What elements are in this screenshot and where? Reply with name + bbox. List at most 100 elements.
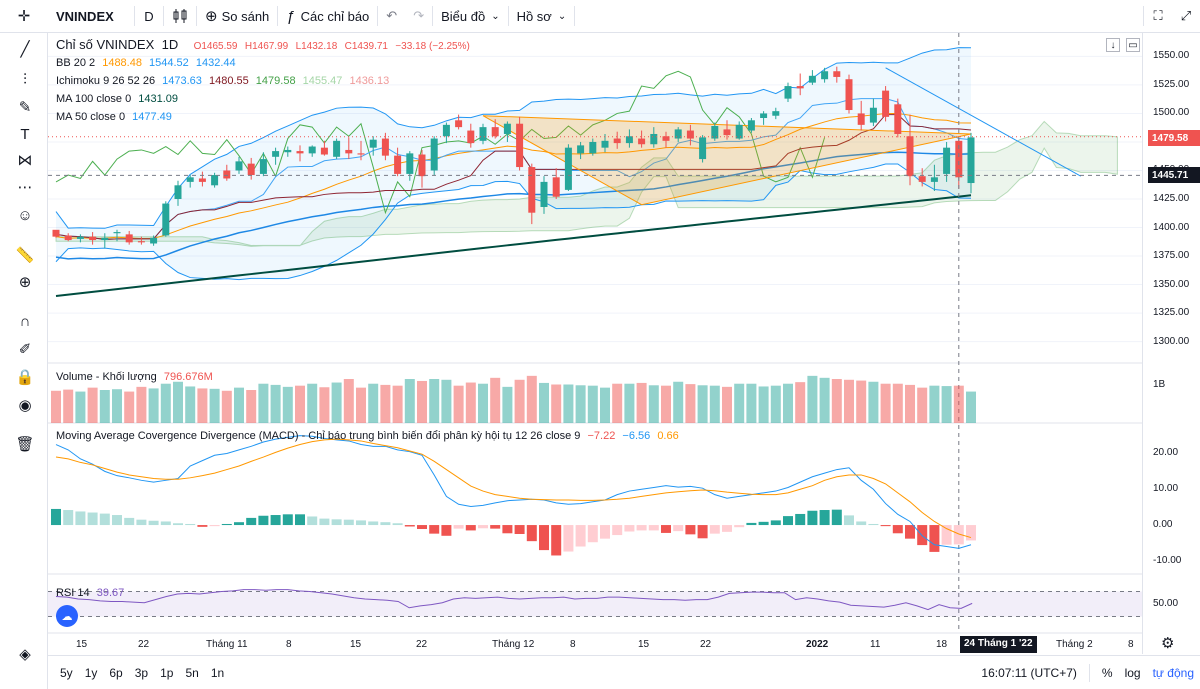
magnet-icon[interactable]: ∩ — [19, 312, 31, 330]
interval-button[interactable]: D — [144, 8, 154, 24]
volume-bar — [356, 387, 366, 423]
candle-body — [223, 170, 231, 179]
fullscreen-icon[interactable]: ⛶ — [1153, 8, 1163, 23]
brush-icon[interactable]: ✎ — [18, 99, 32, 116]
undo-icon[interactable]: ↶ — [386, 8, 398, 23]
macd-signal: −6.56 — [622, 430, 651, 442]
candle-style-icon[interactable] — [164, 0, 196, 33]
volume-bar — [392, 385, 403, 423]
price-tick: 1325.00 — [1153, 307, 1190, 319]
macd-histogram-bar — [356, 520, 366, 526]
volume-label: Volume - Khối lượng — [56, 371, 157, 383]
ma50-line — [55, 151, 972, 260]
trendline-drawing — [885, 67, 1082, 177]
chart-layout-button[interactable]: Biểu đồ ⌄ — [433, 0, 507, 33]
range-button-5y[interactable]: 5y — [60, 665, 73, 680]
range-button-1n[interactable]: 1n — [210, 665, 225, 680]
crosshair-icon[interactable]: ✛ — [17, 8, 31, 25]
zoom-icon[interactable]: ⊕ — [18, 274, 32, 291]
compare-button[interactable]: ⊕ So sánh — [197, 0, 277, 33]
candle-body — [467, 130, 475, 144]
auto-scale-toggle[interactable]: tự động — [1152, 665, 1194, 680]
range-button-1p[interactable]: 1p — [160, 665, 174, 680]
snapshot-icon[interactable]: ⤢ — [1180, 8, 1192, 23]
candle-body — [406, 153, 414, 174]
pane-maximize-icon[interactable]: ▭ — [1126, 38, 1140, 52]
ichimoku-legend[interactable]: Ichimoku 9 26 52 26 1473.63 1480.55 1479… — [56, 73, 393, 89]
compare-label: So sánh — [221, 8, 270, 24]
volume-bar — [880, 383, 891, 423]
volume-bar — [87, 387, 98, 423]
divider — [507, 6, 509, 26]
date-label: 8 — [570, 639, 576, 650]
volume-bar — [905, 384, 915, 423]
ma100-legend[interactable]: MA 100 close 0 1431.09 — [56, 91, 182, 107]
candle-body — [772, 111, 780, 116]
pattern-icon[interactable]: ⋈ — [17, 152, 33, 169]
volume-bar — [185, 386, 196, 423]
candle-body — [247, 163, 255, 176]
rsi-legend[interactable]: RSI 14 39.67 — [56, 585, 128, 601]
indicators-button[interactable]: ƒ Các chỉ báo — [278, 0, 377, 33]
date-label: 8 — [1128, 639, 1134, 650]
volume-bar — [75, 391, 86, 423]
date-label: 22 — [138, 639, 150, 650]
tradingview-logo-icon[interactable]: ☁ — [56, 605, 78, 627]
profile-button[interactable]: Hồ sơ ⌄ — [509, 0, 575, 33]
lock-drawing-icon[interactable]: ✐ — [18, 341, 32, 358]
settings-gear-icon[interactable]: ⚙ — [1161, 635, 1175, 652]
fib-icon[interactable]: ⫶ — [23, 70, 27, 88]
crosshair-date-label: 24 Tháng 1 '22 — [960, 636, 1037, 653]
macd-histogram-bar — [539, 525, 549, 551]
volume-bar — [246, 390, 257, 423]
macd-histogram-bar — [185, 523, 196, 526]
ma50-legend[interactable]: MA 50 close 0 1477.49 — [56, 109, 176, 125]
percent-toggle[interactable]: % — [1101, 665, 1113, 680]
macd-line — [55, 435, 972, 549]
volume-bar — [783, 383, 793, 423]
macd-histogram-bar — [295, 514, 305, 526]
candle-body — [211, 175, 219, 186]
trendline-icon[interactable]: ╱ — [20, 41, 30, 58]
candle-body — [735, 124, 743, 139]
pane-down-icon[interactable]: ↓ — [1106, 38, 1120, 52]
volume-bar — [209, 388, 220, 423]
candle-body — [381, 138, 389, 156]
chart-area[interactable]: Chỉ số VNINDEX 1D O1465.59 H1467.99 L143… — [48, 33, 1142, 654]
symbol-name: Chỉ số VNINDEX — [56, 37, 155, 52]
range-button-1y[interactable]: 1y — [84, 665, 98, 680]
text-icon[interactable]: T — [20, 125, 30, 143]
candle-body — [747, 120, 755, 131]
price-axis[interactable]: 1550.001525.001500.001475.001450.001425.… — [1142, 33, 1200, 654]
macd-histogram-bar — [478, 525, 488, 529]
prediction-icon[interactable]: ⋯ — [17, 179, 33, 196]
range-buttons: 5y 1y 6p 3p 1p 5n 1n — [48, 666, 230, 680]
ruler-icon[interactable]: 📏 — [15, 247, 35, 264]
lock-icon[interactable]: 🔒 — [15, 369, 35, 386]
chart-canvas[interactable] — [48, 33, 1142, 654]
emoji-icon[interactable]: ☺ — [17, 206, 33, 224]
eye-icon[interactable]: ◉ — [18, 397, 32, 414]
trash-icon[interactable]: 🗑 — [15, 436, 35, 453]
macd-histogram-bar — [758, 521, 769, 526]
rsi-value: 39.67 — [96, 587, 125, 599]
range-button-3p[interactable]: 3p — [134, 665, 149, 680]
layers-icon[interactable]: ◈ — [19, 646, 31, 663]
macd-histogram-bar — [197, 525, 208, 527]
symbol-search[interactable]: VNINDEX — [56, 8, 114, 24]
macd-histogram-bar — [124, 517, 135, 526]
log-toggle[interactable]: log — [1124, 665, 1141, 680]
macd-histogram-bar — [600, 525, 610, 539]
redo-icon[interactable]: ↷ — [413, 8, 425, 23]
macd-histogram-bar — [722, 525, 732, 532]
range-button-6p[interactable]: 6p — [109, 665, 123, 680]
candle-body — [186, 177, 194, 182]
bb-legend[interactable]: BB 20 2 1488.48 1544.52 1432.44 — [56, 55, 240, 71]
macd-histogram-bar — [697, 525, 708, 539]
volume-bar — [221, 390, 232, 423]
volume-legend[interactable]: Volume - Khối lượng 796.676M — [56, 369, 217, 385]
volume-bar — [819, 377, 830, 423]
range-button-5n[interactable]: 5n — [185, 665, 199, 680]
macd-legend[interactable]: Moving Average Covergence Divergence (MA… — [56, 428, 683, 444]
